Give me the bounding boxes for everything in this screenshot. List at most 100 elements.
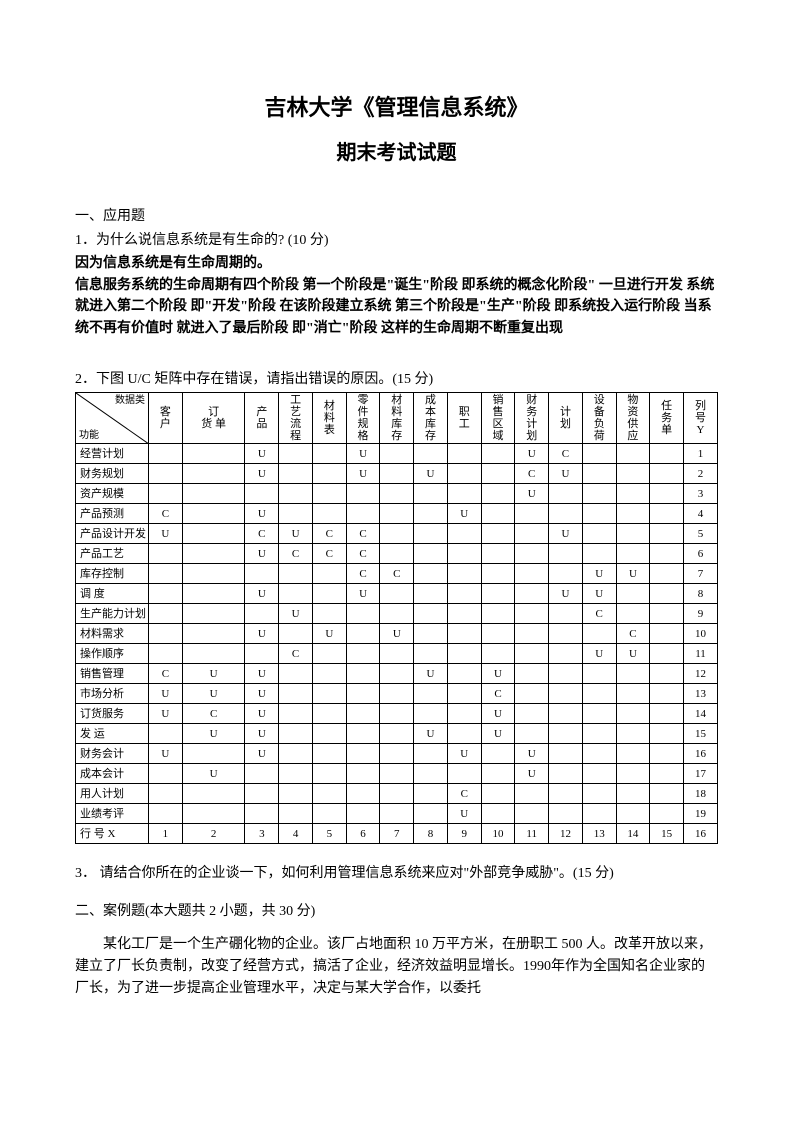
uc-row-label: 发 运 [76,724,149,744]
uc-footer-cell: 8 [414,824,448,844]
uc-cell [582,524,616,544]
uc-col-header: 列号Y [684,392,718,443]
uc-cell [481,544,515,564]
uc-footer-cell: 13 [582,824,616,844]
uc-footer-cell: 15 [650,824,684,844]
uc-col-header: 订货 单 [182,392,245,443]
uc-row-label: 产品预测 [76,504,149,524]
uc-cell [380,764,414,784]
uc-cell: U [149,744,183,764]
uc-cell: C [380,564,414,584]
uc-cell [380,604,414,624]
uc-row-label: 市场分析 [76,684,149,704]
uc-cell [616,584,650,604]
uc-cell [447,664,481,684]
uc-cell [481,804,515,824]
uc-cell: 6 [684,544,718,564]
uc-cell: U [549,464,583,484]
uc-cell: U [515,764,549,784]
uc-row-label: 操作顺序 [76,644,149,664]
uc-cell [650,484,684,504]
uc-cell [616,804,650,824]
uc-row-label: 产品设计开发 [76,524,149,544]
uc-row-label: 订货服务 [76,704,149,724]
uc-cell [312,684,346,704]
uc-cell [447,584,481,604]
uc-cell [245,804,279,824]
uc-cell [346,624,380,644]
uc-cell [616,724,650,744]
uc-cell: 18 [684,784,718,804]
uc-cell [245,764,279,784]
uc-cell [549,684,583,704]
uc-cell: U [245,504,279,524]
uc-cell [346,684,380,704]
uc-cell [515,804,549,824]
uc-cell [279,704,313,724]
uc-cell: U [447,804,481,824]
uc-cell: U [414,724,448,744]
uc-cell: U [279,604,313,624]
uc-cell: U [149,524,183,544]
uc-cell [481,584,515,604]
uc-cell [515,564,549,584]
uc-cell [380,804,414,824]
uc-cell [481,604,515,624]
uc-cell [346,484,380,504]
uc-cell: U [245,584,279,604]
uc-cell [149,444,183,464]
uc-cell [312,504,346,524]
uc-cell [582,804,616,824]
uc-cell: C [346,564,380,584]
uc-cell [414,524,448,544]
diag-bot-label: 功能 [79,430,99,441]
uc-cell [149,604,183,624]
uc-cell: U [616,564,650,584]
uc-cell: 5 [684,524,718,544]
uc-cell: U [481,664,515,684]
uc-cell [447,724,481,744]
uc-cell [582,744,616,764]
uc-cell [149,764,183,784]
diag-top-label: 数据类 [115,395,145,406]
uc-cell [380,584,414,604]
uc-cell [515,664,549,684]
uc-cell [549,764,583,784]
uc-footer-cell: 1 [149,824,183,844]
uc-cell [549,564,583,584]
uc-cell [149,644,183,664]
uc-cell [650,784,684,804]
uc-cell [650,724,684,744]
uc-cell [549,724,583,744]
uc-cell [245,644,279,664]
uc-col-header: 任务单 [650,392,684,443]
uc-cell: U [582,644,616,664]
uc-cell [447,604,481,624]
uc-cell: U [245,544,279,564]
uc-cell [650,464,684,484]
uc-footer-cell: 6 [346,824,380,844]
uc-cell [515,544,549,564]
uc-row-label: 财务规划 [76,464,149,484]
uc-cell: C [149,504,183,524]
uc-cell [149,484,183,504]
uc-cell [549,624,583,644]
uc-cell: C [182,704,245,724]
uc-cell [346,744,380,764]
uc-cell [182,584,245,604]
uc-cell [182,624,245,644]
uc-cell: U [149,704,183,724]
uc-cell [312,464,346,484]
uc-cell [279,764,313,784]
uc-cell [279,504,313,524]
uc-cell [549,504,583,524]
uc-cell [380,744,414,764]
uc-cell [279,664,313,684]
uc-cell [481,624,515,644]
uc-cell [380,524,414,544]
uc-cell: U [582,564,616,584]
uc-cell [182,784,245,804]
uc-row-label: 资产规模 [76,484,149,504]
uc-cell [650,684,684,704]
uc-cell [582,544,616,564]
